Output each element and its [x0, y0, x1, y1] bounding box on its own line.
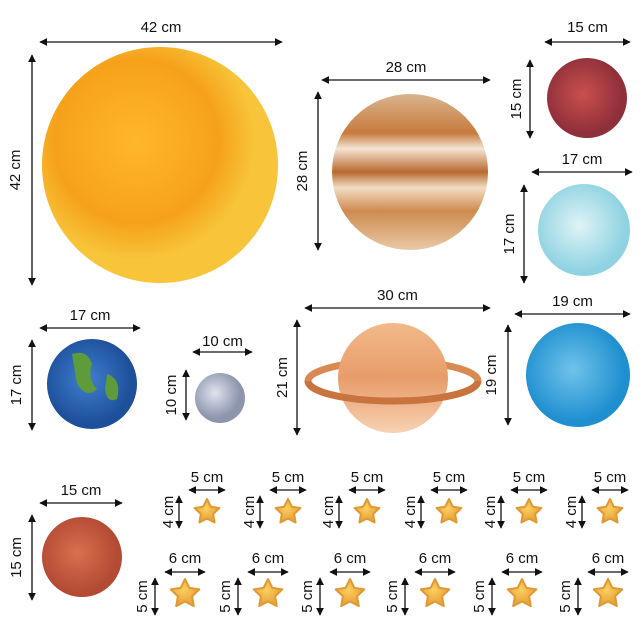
width-label: 5 cm [433, 469, 466, 486]
planet [332, 94, 488, 250]
height-label: 4 cm [563, 496, 580, 529]
width-label: 5 cm [513, 469, 546, 486]
height-label: 4 cm [320, 496, 337, 529]
width-label: 42 cm [141, 19, 182, 36]
height-label: 5 cm [217, 580, 234, 613]
star [353, 498, 381, 524]
star [193, 498, 221, 524]
height-label: 4 cm [482, 496, 499, 529]
height-label: 4 cm [160, 496, 177, 529]
height-label: 4 cm [402, 496, 419, 529]
star [169, 578, 201, 608]
height-label: 17 cm [8, 365, 25, 406]
star [506, 578, 538, 608]
height-label: 17 cm [501, 214, 518, 255]
width-label: 10 cm [202, 333, 243, 350]
planet [195, 373, 245, 423]
earth-land [72, 352, 119, 401]
planet [42, 47, 278, 283]
width-label: 30 cm [377, 287, 418, 304]
star [252, 578, 284, 608]
planet [42, 517, 122, 597]
width-label: 6 cm [419, 550, 452, 567]
star [596, 498, 624, 524]
star [592, 578, 624, 608]
planet [538, 184, 630, 276]
height-label: 21 cm [274, 357, 291, 398]
star [419, 578, 451, 608]
width-label: 5 cm [191, 469, 224, 486]
star [435, 498, 463, 524]
height-label: 10 cm [163, 375, 180, 416]
height-label: 5 cm [134, 580, 151, 613]
height-label: 15 cm [8, 537, 25, 578]
height-label: 19 cm [483, 355, 500, 396]
height-label: 5 cm [471, 580, 488, 613]
width-label: 17 cm [562, 151, 603, 168]
planet [338, 323, 448, 433]
saturn-ring-front [304, 380, 482, 405]
height-label: 5 cm [384, 580, 401, 613]
width-label: 15 cm [61, 482, 102, 499]
width-label: 6 cm [506, 550, 539, 567]
height-label: 42 cm [7, 150, 24, 191]
height-label: 28 cm [294, 151, 311, 192]
height-label: 15 cm [508, 79, 525, 120]
width-label: 17 cm [70, 307, 111, 324]
planet [526, 323, 630, 427]
width-label: 5 cm [272, 469, 305, 486]
star [334, 578, 366, 608]
width-label: 6 cm [252, 550, 285, 567]
width-label: 5 cm [351, 469, 384, 486]
height-label: 5 cm [557, 580, 574, 613]
width-label: 6 cm [169, 550, 202, 567]
width-label: 19 cm [552, 293, 593, 310]
width-label: 5 cm [594, 469, 627, 486]
height-label: 4 cm [241, 496, 258, 529]
star [515, 498, 543, 524]
planet [547, 58, 627, 138]
star [274, 498, 302, 524]
width-label: 6 cm [334, 550, 367, 567]
width-label: 15 cm [567, 19, 608, 36]
height-label: 5 cm [299, 580, 316, 613]
width-label: 6 cm [592, 550, 625, 567]
width-label: 28 cm [386, 59, 427, 76]
